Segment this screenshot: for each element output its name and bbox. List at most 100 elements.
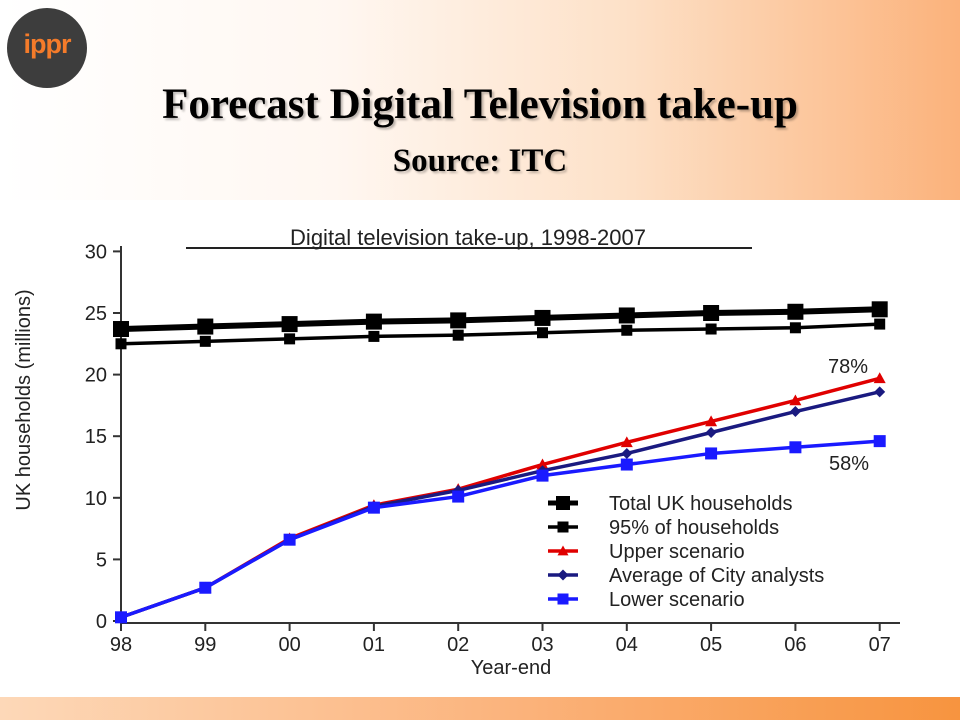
legend-swatch-marker — [557, 545, 569, 556]
legend-label: Average of City analysts — [609, 565, 824, 587]
legend-item: Average of City analysts — [548, 565, 824, 587]
y-tick-label: 0 — [96, 611, 107, 633]
point-marker — [281, 316, 298, 333]
data-point — [620, 436, 633, 448]
data-point — [534, 309, 551, 326]
legend-swatch-marker — [557, 569, 569, 581]
data-point — [620, 458, 633, 471]
data-point — [873, 435, 886, 448]
point-marker — [705, 447, 718, 460]
data-point — [199, 581, 212, 594]
point-marker — [703, 305, 720, 321]
series-line — [120, 306, 880, 333]
data-point — [871, 301, 888, 318]
point-marker — [705, 323, 717, 335]
data-point — [705, 427, 717, 439]
point-marker — [620, 458, 633, 471]
data-point — [789, 322, 801, 334]
data-point — [705, 323, 717, 335]
data-point — [115, 338, 127, 350]
point-marker — [536, 458, 549, 470]
point-marker — [705, 427, 717, 439]
data-point — [621, 324, 633, 336]
footer-band — [0, 697, 960, 720]
data-point — [621, 447, 633, 459]
data-point — [281, 316, 298, 333]
point-marker — [789, 394, 802, 406]
data-point — [874, 386, 886, 398]
point-marker — [705, 415, 718, 427]
data-point — [705, 415, 718, 427]
point-marker — [199, 335, 211, 347]
point-marker — [365, 313, 382, 330]
data-point — [283, 533, 296, 546]
point-marker — [789, 441, 802, 454]
point-marker — [621, 324, 633, 336]
y-tick-label: 30 — [85, 241, 107, 263]
data-point — [536, 458, 549, 470]
data-point — [452, 329, 464, 341]
legend-item: 95% of households — [548, 517, 779, 539]
x-tick-label: 99 — [194, 634, 216, 656]
x-tick-label: 07 — [869, 634, 891, 656]
series-line — [120, 439, 880, 619]
x-tick-label: 02 — [447, 634, 469, 656]
annotation-label: 78% — [828, 356, 868, 378]
series-lower-scenario — [115, 435, 886, 624]
slide-subtitle: Source: ITC — [392, 143, 568, 179]
point-marker — [197, 318, 214, 335]
point-marker — [113, 321, 129, 338]
data-point — [452, 490, 465, 503]
data-point — [537, 327, 548, 339]
series-total-uk-households — [113, 301, 888, 338]
point-marker — [452, 329, 464, 341]
y-tick-label: 25 — [85, 303, 107, 325]
point-marker — [621, 447, 633, 459]
data-point — [705, 447, 718, 460]
series-95-of-households — [115, 318, 886, 350]
x-tick-label: 05 — [700, 634, 722, 656]
point-marker — [452, 490, 465, 503]
point-marker — [534, 309, 551, 326]
y-tick-label: 20 — [85, 365, 107, 387]
logo-text: ippr — [23, 28, 72, 59]
point-marker — [536, 469, 549, 482]
legend-item: Upper scenario — [548, 541, 745, 563]
y-tick-label: 5 — [96, 549, 107, 571]
data-point — [873, 372, 886, 384]
chart-title: Digital television take-up, 1998-2007 — [290, 225, 646, 250]
legend-label: 95% of households — [609, 517, 779, 539]
data-point — [368, 330, 380, 342]
data-point — [789, 406, 801, 418]
data-point — [284, 333, 296, 345]
point-marker — [450, 312, 467, 329]
data-point — [115, 611, 127, 624]
header-band — [0, 0, 960, 200]
point-marker — [367, 501, 380, 514]
data-point — [789, 441, 802, 454]
y-tick-label: 15 — [85, 426, 107, 448]
legend-swatch-marker — [556, 496, 570, 510]
legend-item: Lower scenario — [548, 589, 745, 611]
legend-label: Upper scenario — [609, 541, 745, 563]
legend-swatch-marker — [557, 593, 569, 605]
point-marker — [618, 307, 635, 324]
data-point — [367, 501, 380, 514]
slide-title: Forecast Digital Television take-up — [162, 81, 798, 128]
data-point — [113, 321, 129, 338]
point-marker — [787, 303, 804, 320]
legend-label: Total UK households — [609, 493, 792, 515]
legend-label: Lower scenario — [609, 589, 745, 611]
data-point — [536, 469, 549, 482]
point-marker — [874, 386, 886, 398]
point-marker — [873, 435, 886, 448]
point-marker — [874, 318, 886, 330]
x-tick-label: 03 — [531, 634, 553, 656]
series-line — [120, 322, 880, 346]
y-tick-label: 10 — [85, 488, 107, 510]
x-tick-label: 01 — [363, 634, 385, 656]
annotation-label: 58% — [829, 453, 869, 475]
point-marker — [871, 301, 888, 318]
point-marker — [873, 372, 886, 384]
